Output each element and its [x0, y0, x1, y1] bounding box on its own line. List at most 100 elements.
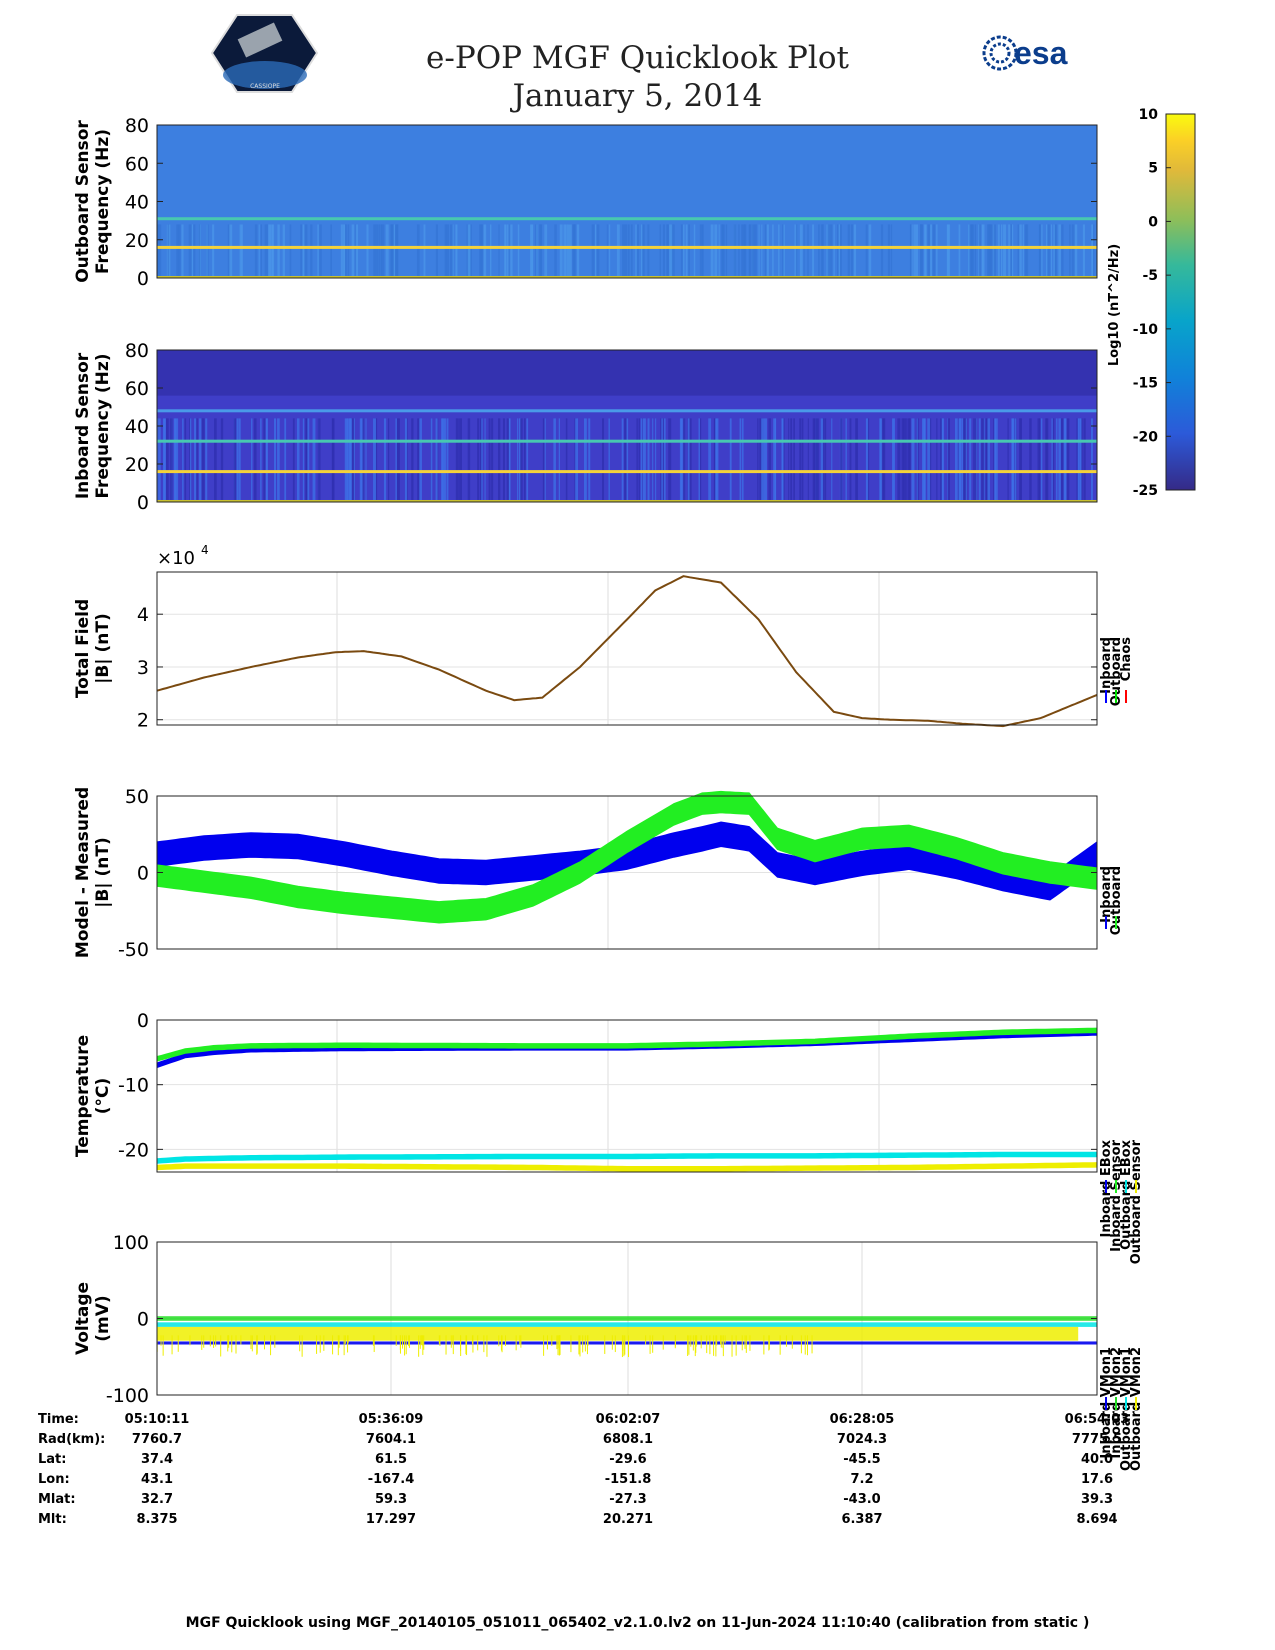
- spectrogram-streak: [642, 224, 645, 278]
- spectrogram-streak: [362, 418, 365, 502]
- spectrogram-streak: [455, 418, 459, 502]
- spectrogram-streak: [489, 224, 492, 278]
- spectrogram-streak: [1050, 224, 1053, 278]
- spectrogram-streak: [284, 418, 287, 502]
- spectrogram-streak: [523, 418, 526, 502]
- spectrogram-streak: [227, 224, 231, 278]
- spectrogram-streak: [988, 224, 992, 278]
- series-inboard-vmon1: [157, 1341, 1097, 1345]
- spectrogram-streak: [1051, 418, 1053, 502]
- spectrogram-streak: [520, 418, 523, 502]
- ylabel-line: Model - Measured: [73, 787, 93, 958]
- spectrogram-streak: [158, 224, 162, 278]
- spectrogram-streak: [827, 224, 830, 278]
- spectrogram-streak: [205, 418, 208, 502]
- spectrogram-streak: [1083, 418, 1086, 502]
- spectrogram-streak: [591, 224, 595, 278]
- spectrogram-streak: [761, 418, 764, 502]
- spectrogram-streak: [269, 224, 272, 278]
- spectrogram-streak: [708, 418, 712, 502]
- spectrogram-streak: [519, 418, 522, 502]
- spectrogram-streak: [260, 418, 262, 502]
- spectrogram-streak: [351, 224, 355, 278]
- spectrogram-streak: [738, 224, 740, 278]
- ephemeris-value: -27.3: [609, 1492, 647, 1507]
- spectrogram-streak: [616, 224, 620, 278]
- spectrogram-streak: [467, 418, 471, 502]
- ephemeris-value: 43.1: [140, 1472, 174, 1487]
- spectrogram-streak: [636, 418, 638, 502]
- spectrogram-streak: [583, 418, 587, 502]
- ephemeris-value: 06:54:03: [1064, 1412, 1130, 1427]
- spectrogram-streak: [268, 224, 271, 278]
- spectrogram-streak: [181, 224, 184, 278]
- spectrogram-streak: [940, 418, 942, 502]
- y-tick-label: 40: [125, 192, 149, 214]
- spectrogram-streak: [739, 418, 742, 502]
- colorbar-tick-label: 10: [1139, 107, 1159, 123]
- spectrogram-streak: [544, 418, 546, 502]
- spectrogram-streak: [961, 418, 965, 502]
- spectrogram-streak: [699, 224, 703, 278]
- ephemeris-value: 05:36:09: [358, 1412, 424, 1427]
- spectrogram-streak: [166, 224, 169, 278]
- spectrogram-streak: [1066, 418, 1070, 502]
- spectrogram-streak: [965, 418, 967, 502]
- spectrogram-streak: [330, 224, 332, 278]
- spectrogram-streak: [266, 224, 268, 278]
- spectrogram-streak: [936, 224, 938, 278]
- spectrogram-streak: [929, 224, 933, 278]
- spectrogram-streak: [469, 224, 472, 278]
- spectrogram-streak: [575, 418, 578, 502]
- spectrogram-streak: [627, 224, 630, 278]
- spectrogram-streak: [446, 224, 450, 278]
- spectrogram-streak: [417, 418, 421, 502]
- ephemeris-value: 6.387: [841, 1512, 883, 1527]
- spectrogram-streak: [622, 224, 625, 278]
- spectrogram-streak: [661, 418, 665, 502]
- spectrogram-streak: [396, 418, 399, 502]
- spectrogram-streak: [635, 224, 637, 278]
- spectrogram-streak: [251, 418, 253, 502]
- spectrogram-streak: [411, 418, 414, 502]
- spectrogram-streak: [1082, 224, 1085, 278]
- ylabel-line: Frequency (Hz): [93, 129, 113, 274]
- spectrogram-streak: [682, 224, 685, 278]
- spectrogram-streak: [416, 224, 420, 278]
- legend-label: Inboard: [1099, 866, 1114, 923]
- spectrogram-streak: [903, 418, 907, 502]
- spectrogram-streak: [640, 224, 643, 278]
- ephemeris-value: 8.694: [1076, 1512, 1118, 1527]
- spectrogram-streak: [757, 418, 759, 502]
- spectrogram-streak: [381, 224, 385, 278]
- spectrogram-streak: [920, 224, 923, 278]
- spectrogram-streak: [1093, 224, 1095, 278]
- spectrogram-streak: [680, 224, 684, 278]
- ephemeris-value: 06:28:05: [829, 1412, 895, 1427]
- spectrogram-streak: [196, 418, 198, 502]
- spectrogram-streak: [1053, 224, 1055, 278]
- spectrogram-streak: [214, 418, 217, 502]
- spectrogram-streak: [198, 224, 201, 278]
- spectrogram-streak: [236, 418, 239, 502]
- spectrogram-streak: [838, 224, 841, 278]
- spectrogram-streak: [856, 418, 859, 502]
- ephemeris-value: 37.4: [140, 1452, 174, 1467]
- spectrogram-streak: [822, 224, 824, 278]
- spectrogram-streak: [480, 224, 484, 278]
- panel-frame: [156, 571, 1098, 726]
- spectrogram-streak: [517, 418, 519, 502]
- spectrogram-streak: [958, 224, 961, 278]
- spectrogram-streak: [1022, 224, 1024, 278]
- spectrogram-streak: [430, 418, 433, 502]
- spectrogram-streak: [815, 418, 818, 502]
- legend-label: Outboard EBox: [1119, 1139, 1134, 1249]
- ylabel-line: Total Field: [73, 599, 93, 698]
- y-tick-label: 50: [125, 786, 149, 808]
- spectrogram-streak: [504, 224, 507, 278]
- ephemeris-row-label: Rad(km):: [38, 1432, 106, 1447]
- spectrogram-streak: [761, 224, 763, 278]
- spectrogram-streak: [733, 224, 737, 278]
- spectrogram-streak: [647, 418, 650, 502]
- panel-frame: [156, 124, 1098, 279]
